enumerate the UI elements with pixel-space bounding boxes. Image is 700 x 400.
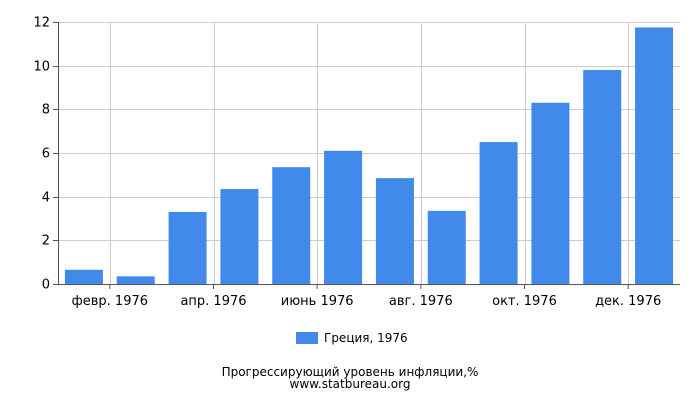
bar [168, 211, 207, 284]
legend: Греция, 1976 [296, 331, 408, 345]
bar [635, 27, 674, 284]
bar [583, 70, 622, 285]
y-tick-label: 2 [42, 234, 50, 249]
y-tick-label: 0 [42, 278, 50, 293]
y-tick-label: 8 [42, 103, 50, 118]
x-tick-label: февр. 1976 [72, 294, 148, 309]
y-tick-label: 6 [42, 147, 50, 162]
bar [64, 269, 103, 284]
bar [531, 102, 570, 285]
x-tick-labels: февр. 1976 апр. 1976 июнь 1976 авг. 1976 окт… [72, 294, 662, 309]
bar [116, 276, 155, 284]
axes [53, 22, 680, 289]
bar-chart: 0 2 4 6 8 10 12 февр. 1976 апр. 1976 июнь 1976 ав… [33, 16, 680, 309]
footer-url: www.statbureau.org [289, 377, 411, 391]
bar [375, 178, 414, 284]
bar [479, 142, 518, 284]
footer-caption: Прогрессирующий уровень инфляции,% [221, 365, 479, 379]
x-tick-label: апр. 1976 [180, 294, 246, 309]
y-tick-label: 12 [33, 16, 50, 31]
y-tick-label: 4 [42, 191, 50, 206]
x-tick-label: окт. 1976 [492, 294, 557, 309]
legend-label: Греция, 1976 [324, 331, 408, 345]
y-tick-label: 10 [33, 60, 50, 75]
bar [324, 150, 363, 284]
grid-lines [58, 22, 680, 285]
bar [427, 210, 466, 284]
legend-swatch [296, 332, 318, 344]
bar [220, 189, 259, 284]
x-tick-label: июнь 1976 [281, 294, 354, 309]
bar [272, 167, 311, 284]
x-tick-label: авг. 1976 [389, 294, 453, 309]
x-tick-label: дек. 1976 [595, 294, 661, 309]
y-tick-labels: 0 2 4 6 8 10 12 [33, 16, 50, 293]
bars [64, 27, 674, 285]
